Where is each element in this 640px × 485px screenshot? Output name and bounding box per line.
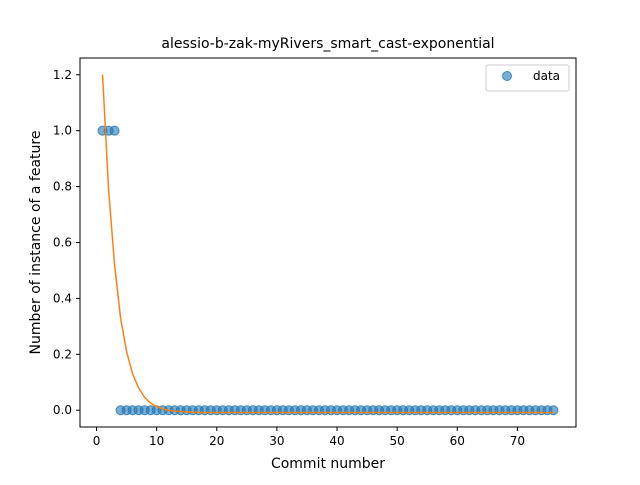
chart-title: alessio-b-zak-myRivers_smart_cast-expone…	[161, 36, 494, 52]
x-tick-label: 0	[93, 434, 101, 448]
y-tick-label: 1.2	[53, 68, 72, 82]
x-tick-label: 30	[269, 434, 284, 448]
x-tick-label: 50	[389, 434, 404, 448]
y-tick-label: 1.0	[53, 124, 72, 138]
x-tick-label: 20	[209, 434, 224, 448]
y-axis-title: Number of instance of a feature	[28, 131, 44, 355]
y-tick-label: 0.2	[53, 347, 72, 361]
y-tick-label: 0.6	[53, 236, 72, 250]
y-tick-label: 0.4	[53, 291, 72, 305]
y-tick-label: 0.8	[53, 180, 72, 194]
x-tick-label: 40	[329, 434, 344, 448]
legend: data	[485, 64, 570, 92]
x-axis-title: Commit number	[271, 456, 385, 472]
data-point	[109, 125, 120, 136]
data-point	[548, 405, 559, 416]
legend-marker-data	[502, 71, 512, 81]
legend-label-data: data	[533, 69, 560, 83]
fit-line	[101, 74, 554, 414]
y-tick-label: 0.0	[53, 403, 72, 417]
x-tick-label: 70	[510, 434, 525, 448]
x-tick-label: 60	[450, 434, 465, 448]
ticks-layer: 0 10 20 30 40 50 60 70 0.0 0.2 0.4 0.6 0.8 1.0 1.2	[53, 68, 525, 448]
x-tick-label: 10	[149, 434, 164, 448]
plot-layer	[97, 74, 559, 416]
